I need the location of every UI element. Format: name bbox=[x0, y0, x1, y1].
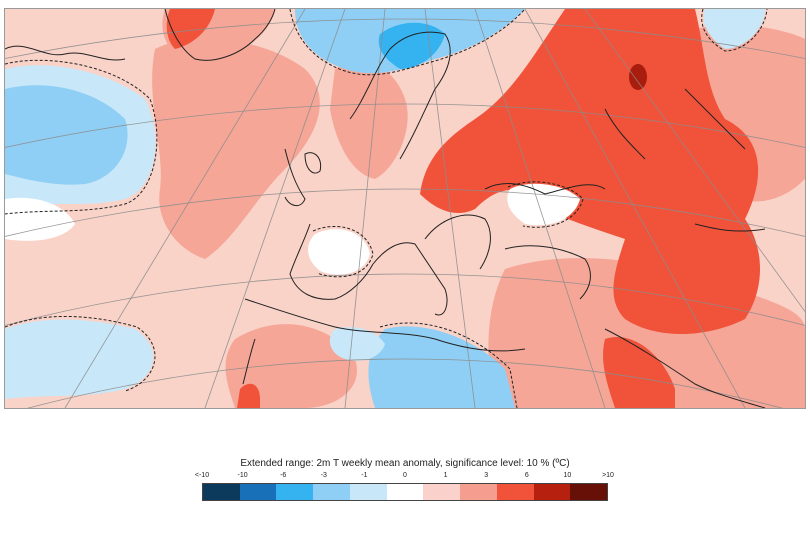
coastlines bbox=[5, 9, 766, 408]
colorbar-tick-label: -6 bbox=[280, 472, 287, 479]
colorbar-swatch bbox=[239, 484, 277, 500]
colorbar-swatch bbox=[386, 484, 424, 500]
colorbar-swatch bbox=[313, 484, 350, 500]
colorbar-tick-label: >10 bbox=[602, 472, 614, 479]
anomaly-area-3to6-arabia bbox=[603, 337, 675, 408]
anomaly-area-1to3-south bbox=[225, 324, 357, 408]
anomaly-area-3to6-greenland bbox=[166, 9, 215, 49]
anomaly-area-minus3tominus1-africa bbox=[368, 326, 515, 408]
colorbar-swatch bbox=[460, 484, 497, 500]
anomaly-map bbox=[4, 8, 806, 409]
colorbar-tick-label: 1 bbox=[443, 472, 448, 479]
colorbar-tick-label: 10 bbox=[563, 472, 572, 479]
anomaly-area-minus1to0-east bbox=[703, 9, 765, 49]
anomaly-area-3to6-sahara bbox=[237, 383, 260, 408]
colorbar-swatch bbox=[496, 484, 534, 500]
colorbar-tick-label: -10 bbox=[237, 472, 248, 479]
significance-contours bbox=[5, 9, 768, 408]
colorbar-tick-label: 6 bbox=[524, 472, 529, 479]
colorbar-swatch bbox=[533, 484, 571, 500]
anomaly-area-near-zero-turkey bbox=[507, 183, 580, 226]
colorbar-swatch bbox=[276, 484, 314, 500]
colorbar-tick-label: -3 bbox=[320, 472, 327, 479]
anomaly-area-minus3tominus1-southwest bbox=[5, 319, 154, 399]
colorbar-tick-label: 0 bbox=[403, 472, 407, 479]
colorbar-tick-label: <-10 bbox=[194, 472, 210, 479]
colorbar-tick-label: 3 bbox=[484, 472, 489, 479]
anomaly-area-near-zero-iberia bbox=[308, 229, 370, 275]
anomaly-area-3to6-east-europe bbox=[420, 9, 760, 334]
graticule bbox=[5, 9, 805, 408]
colorbar bbox=[202, 483, 608, 501]
colorbar-tick-label: -1 bbox=[361, 472, 368, 479]
anomaly-area-minus1to0-mediterranean bbox=[329, 327, 385, 361]
colorbar-swatch bbox=[349, 484, 387, 500]
colorbar-swatch bbox=[570, 484, 608, 500]
anomaly-area-near-zero-atlantic bbox=[5, 197, 75, 241]
legend-title: Extended range: 2m T weekly mean anomaly… bbox=[240, 458, 570, 469]
anomaly-area-1to3-atlantic bbox=[152, 38, 320, 259]
anomaly-area-1to3-scandinavia bbox=[330, 60, 408, 179]
colorbar-swatch bbox=[203, 484, 240, 500]
colorbar-swatch bbox=[423, 484, 461, 500]
anomaly-area-6to10-russia bbox=[629, 64, 647, 90]
